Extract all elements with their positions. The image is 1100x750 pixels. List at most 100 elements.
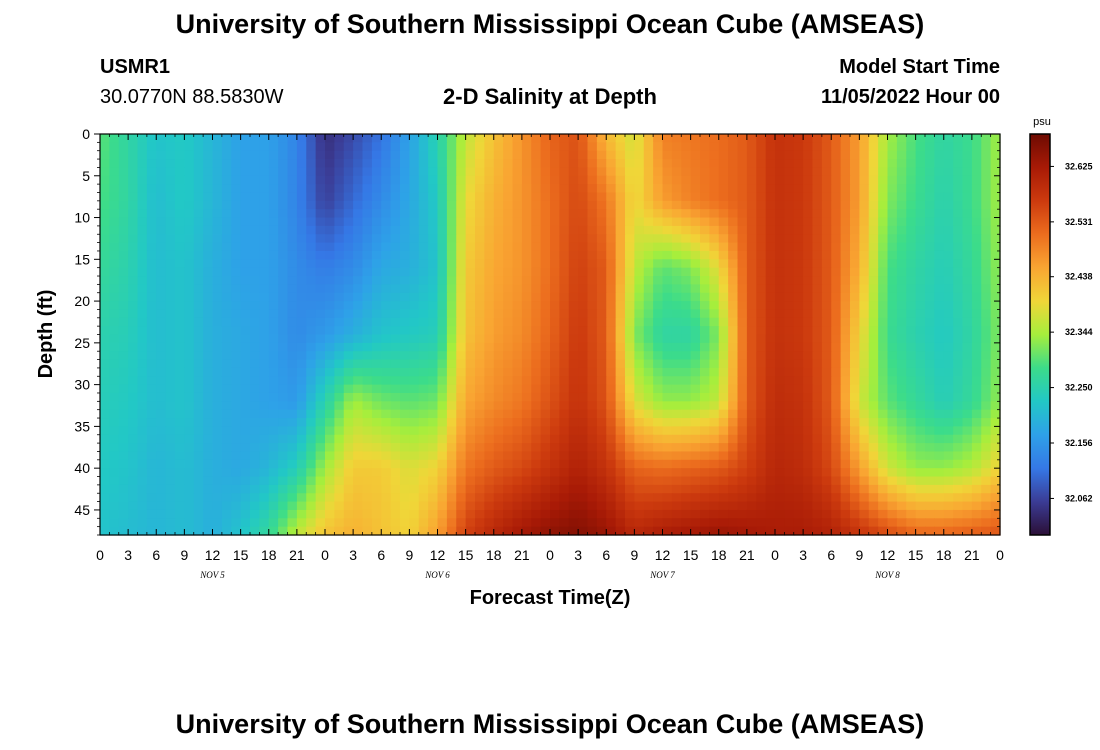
heatmap-cell <box>278 392 289 402</box>
heatmap-cell <box>962 292 973 302</box>
heatmap-cell <box>606 418 617 427</box>
heatmap-cell <box>925 468 935 478</box>
heatmap-cell <box>690 209 701 219</box>
heatmap-cell <box>718 167 729 177</box>
heatmap-cell <box>681 217 692 227</box>
heatmap-cell <box>334 242 345 252</box>
heatmap-cell <box>634 234 645 244</box>
heatmap-cell <box>559 443 570 453</box>
heatmap-cell <box>437 159 448 169</box>
heatmap-cell <box>437 459 448 469</box>
heatmap-cell <box>175 418 185 427</box>
heatmap-cell <box>296 392 307 402</box>
heatmap-cell <box>428 142 439 152</box>
heatmap-cell <box>390 501 401 511</box>
heatmap-cell <box>184 501 195 511</box>
heatmap-cell <box>784 409 795 419</box>
heatmap-cell <box>231 392 242 402</box>
heatmap-cell <box>325 267 335 277</box>
heatmap-cell <box>400 367 410 377</box>
heatmap-cell <box>793 426 804 436</box>
heatmap-cell <box>915 142 926 152</box>
heatmap-cell <box>362 443 373 453</box>
heatmap-cell <box>343 209 354 219</box>
heatmap-cell <box>850 401 860 411</box>
heatmap-cell <box>250 234 260 244</box>
heatmap-cell <box>203 175 214 185</box>
heatmap-cell <box>100 301 110 311</box>
heatmap-cell <box>718 259 729 269</box>
heatmap-cell <box>325 342 335 352</box>
heatmap-cell <box>390 276 401 285</box>
heatmap-cell <box>156 443 167 453</box>
heatmap-cell <box>381 209 392 219</box>
heatmap-cell <box>315 493 326 503</box>
heatmap-cell <box>521 292 532 302</box>
heatmap-cell <box>700 376 710 386</box>
heatmap-cell <box>428 301 439 311</box>
heatmap-cell <box>334 509 345 519</box>
heatmap-cell <box>550 259 560 269</box>
heatmap-cell <box>493 367 504 377</box>
heatmap-cell <box>493 167 504 177</box>
heatmap-cell <box>662 209 673 219</box>
heatmap-cell <box>353 409 364 419</box>
heatmap-cell <box>437 200 448 210</box>
heatmap-cell <box>587 351 598 361</box>
heatmap-cell <box>437 359 448 369</box>
heatmap-cell <box>850 234 860 244</box>
heatmap-cell <box>643 493 654 503</box>
heatmap-cell <box>943 476 954 486</box>
heatmap-cell <box>100 342 110 352</box>
heatmap-cell <box>118 334 129 344</box>
heatmap-cell <box>587 334 598 344</box>
heatmap-cell <box>709 468 720 478</box>
heatmap-cell <box>887 359 898 369</box>
heatmap-cell <box>212 276 223 285</box>
heatmap-cell <box>709 134 720 143</box>
heatmap-cell <box>521 342 532 352</box>
heatmap-cell <box>315 284 326 294</box>
heatmap-cell <box>521 501 532 511</box>
heatmap-cell <box>193 292 204 302</box>
heatmap-cell <box>193 317 204 327</box>
heatmap-cell <box>512 234 523 244</box>
heatmap-cell <box>643 200 654 210</box>
heatmap-cell <box>371 217 382 227</box>
heatmap-cell <box>596 376 607 386</box>
heatmap-cell <box>971 401 982 411</box>
heatmap-cell <box>718 367 729 377</box>
heatmap-cell <box>484 301 495 311</box>
heatmap-cell <box>371 309 382 319</box>
heatmap-cell <box>709 351 720 361</box>
heatmap-cell <box>493 159 504 169</box>
heatmap-cell <box>437 351 448 361</box>
heatmap-cell <box>821 234 832 244</box>
heatmap-cell <box>109 418 120 427</box>
heatmap-cell <box>306 384 317 394</box>
heatmap-cell <box>746 326 757 336</box>
heatmap-cell <box>381 334 392 344</box>
heatmap-cell <box>484 276 495 285</box>
heatmap-cell <box>812 184 823 194</box>
heatmap-cell <box>915 209 926 219</box>
station-coords: 30.0770N 88.5830W <box>100 86 284 108</box>
heatmap-cell <box>756 376 767 386</box>
heatmap-cell <box>625 167 635 177</box>
heatmap-cell <box>493 209 504 219</box>
heatmap-cell <box>662 225 673 235</box>
heatmap-cell <box>221 384 232 394</box>
heatmap-cell <box>653 468 664 478</box>
heatmap-cell <box>231 409 242 419</box>
heatmap-cell <box>512 509 523 519</box>
heatmap-cell <box>709 175 720 185</box>
heatmap-cell <box>615 309 626 319</box>
heatmap-cell <box>268 184 279 194</box>
heatmap-cell <box>850 259 860 269</box>
heatmap-cell <box>812 476 823 486</box>
heatmap-cell <box>765 317 776 327</box>
heatmap-cell <box>128 468 139 478</box>
heatmap-cell <box>512 367 523 377</box>
heatmap-cell <box>840 326 851 336</box>
heatmap-cell <box>400 276 410 285</box>
